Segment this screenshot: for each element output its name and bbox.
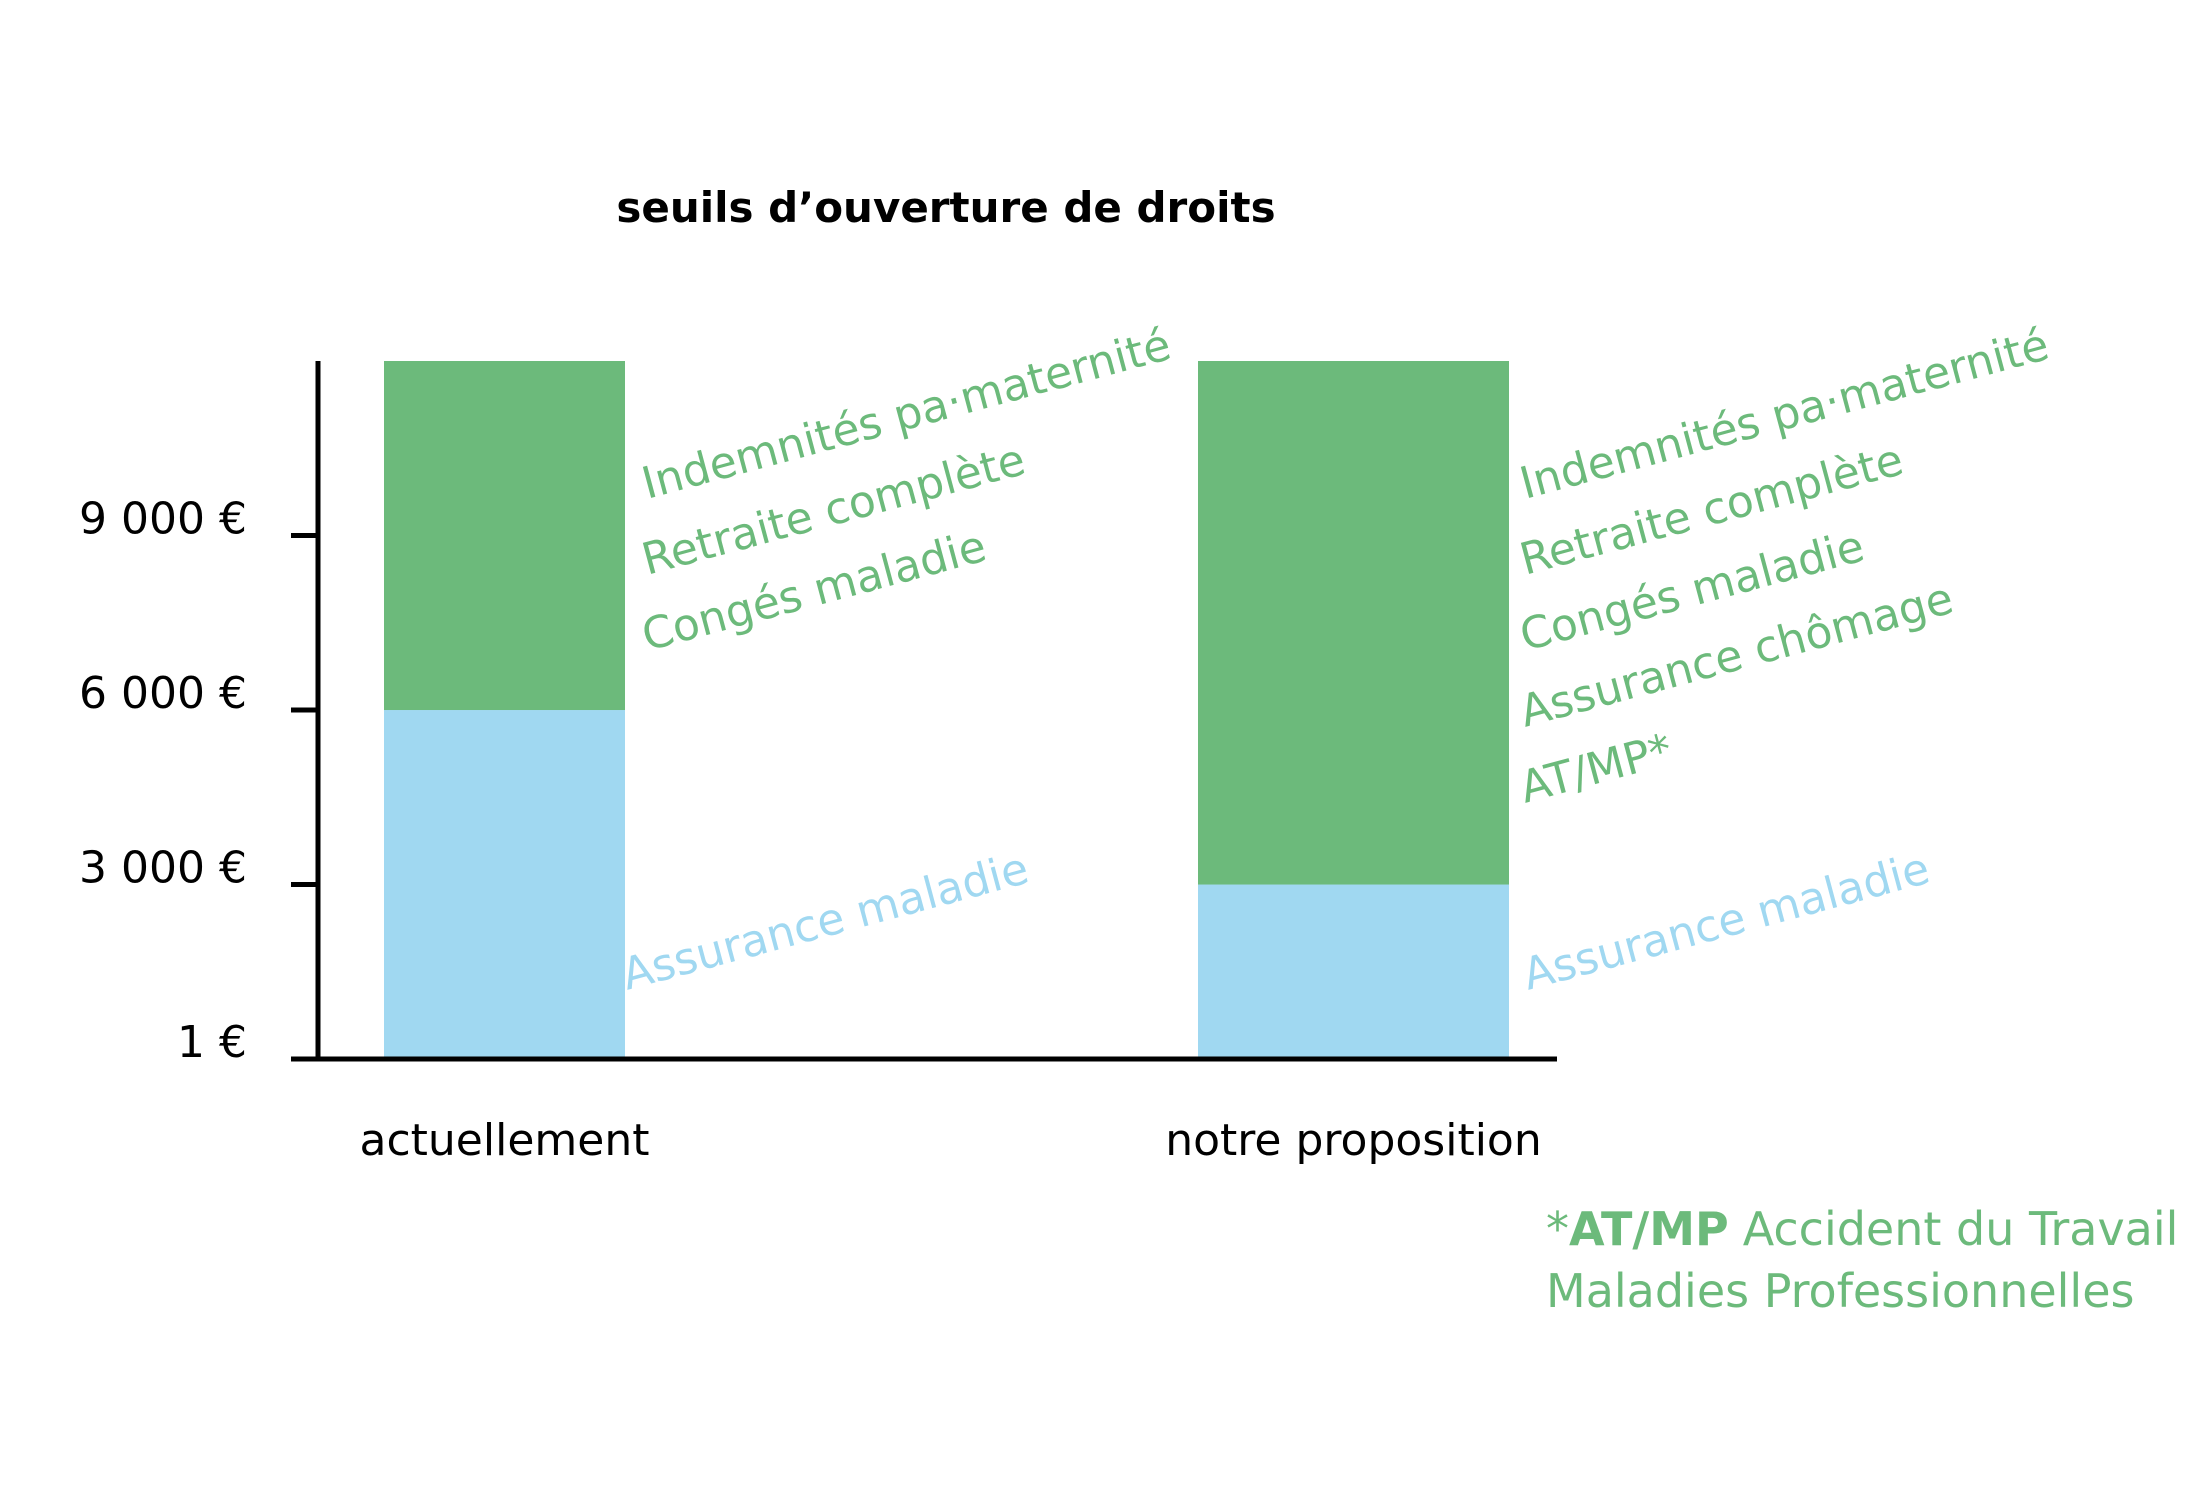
series-label: Assurance maladie (617, 843, 1034, 1001)
y-tick-label: 1 € (177, 1017, 247, 1068)
footnote-line: Maladies Professionnelles (1546, 1264, 2134, 1318)
y-tick-label: 6 000 € (79, 668, 247, 719)
footnote-text: Accident du Travail (1743, 1202, 2179, 1256)
bar-segment (384, 361, 625, 711)
y-tick-label: 3 000 € (79, 843, 247, 894)
footnote-term: AT/MP (1569, 1202, 1729, 1256)
bar-label: AT/MP* (1515, 724, 1678, 813)
chart-title: seuils d’ouverture de droits (616, 183, 1275, 232)
series-label: Assurance maladie (1518, 843, 1935, 1001)
footnote-marker: * (1546, 1202, 1569, 1256)
x-tick-label: notre proposition (1165, 1115, 1542, 1166)
bar-segment (384, 710, 625, 1059)
bar-segment (1198, 361, 1509, 885)
y-tick-label: 9 000 € (79, 494, 247, 545)
x-tick-label: actuellement (360, 1115, 650, 1166)
footnote: *AT/MP Accident du Travail (1546, 1202, 2178, 1256)
bar-segment (1198, 884, 1509, 1059)
